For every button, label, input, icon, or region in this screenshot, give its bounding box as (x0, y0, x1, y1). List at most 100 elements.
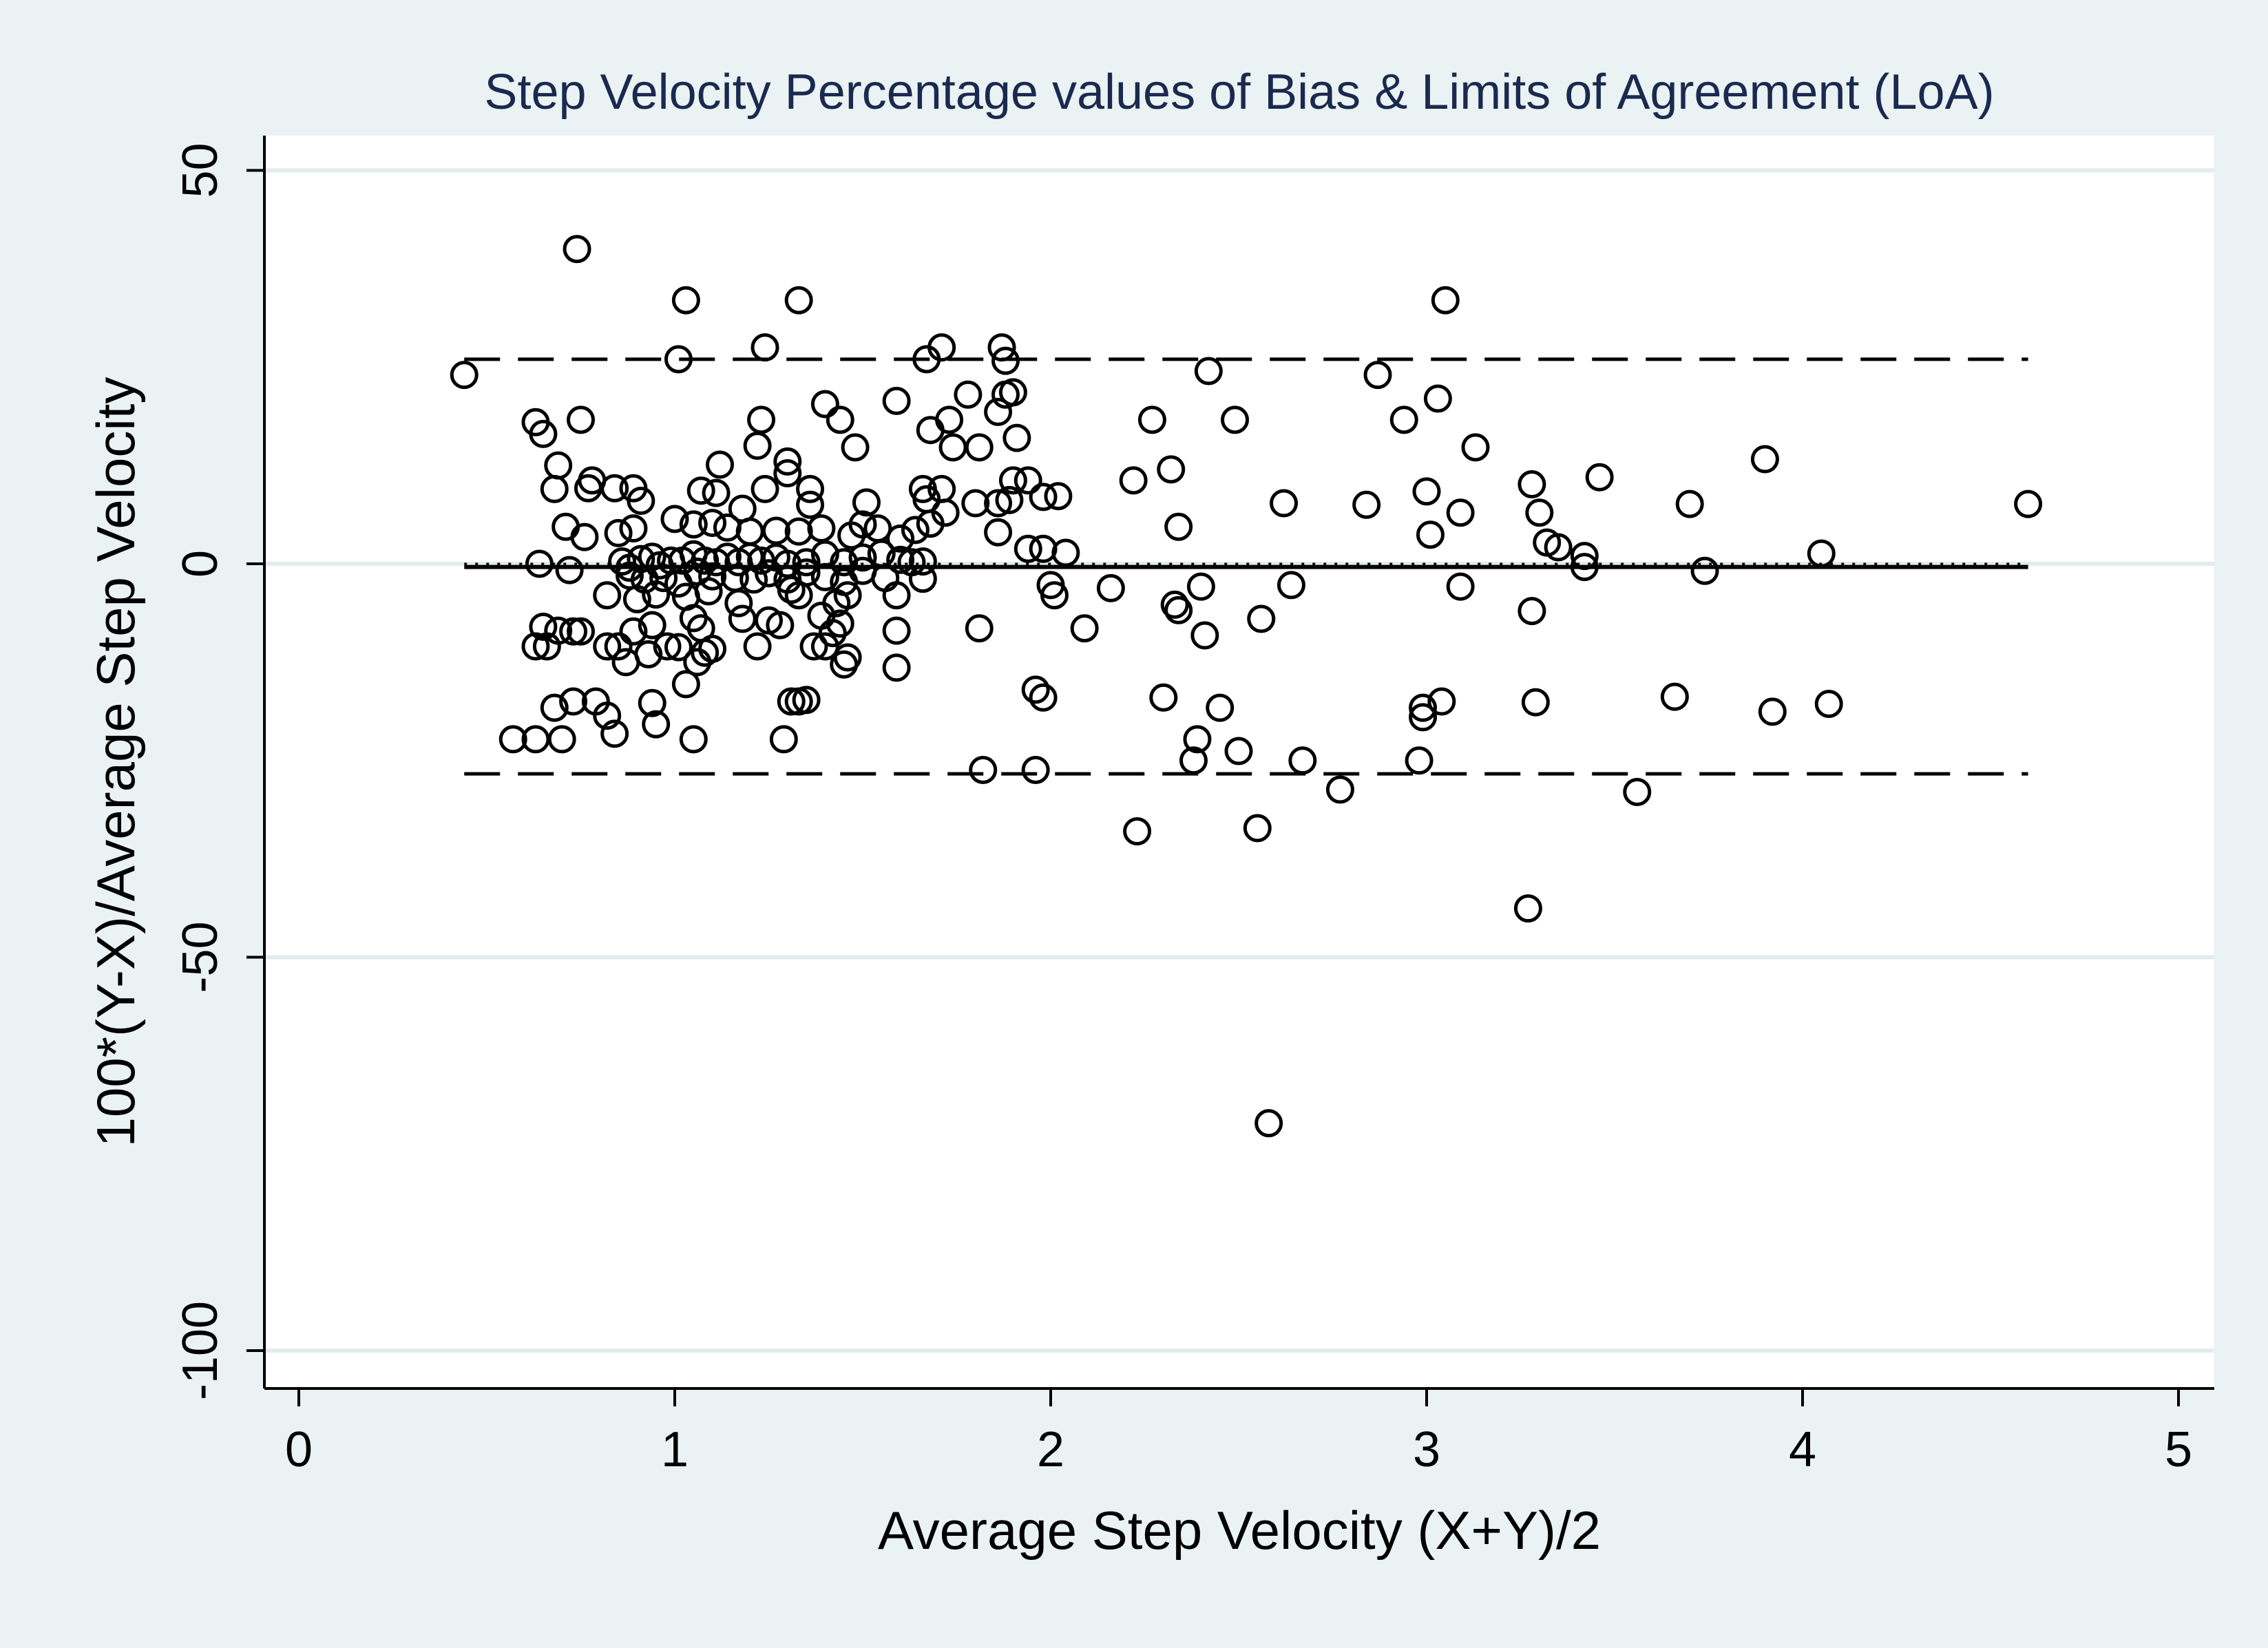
x-tick-label-3: 3 (1413, 1422, 1440, 1477)
data-point-232 (1179, 746, 1208, 775)
data-point-134 (649, 564, 678, 593)
y-tick-label--100: -100 (173, 1301, 228, 1400)
data-point-4 (664, 345, 693, 374)
data-point-36 (938, 433, 967, 462)
data-point-182 (638, 611, 666, 640)
data-point-152 (1446, 572, 1475, 601)
data-point-15 (1137, 405, 1166, 434)
data-point-11 (1363, 361, 1392, 390)
data-point-216 (1029, 683, 1058, 712)
data-point-238 (1325, 775, 1354, 804)
data-point-177 (529, 612, 558, 641)
data-point-237 (1405, 746, 1434, 775)
data-point-160 (784, 581, 813, 610)
data-point-75 (604, 518, 633, 547)
data-point-74 (570, 522, 599, 551)
data-point-16 (1221, 405, 1250, 434)
data-point-212 (777, 687, 806, 716)
data-point-49 (796, 474, 825, 503)
reference-lines (464, 357, 2028, 776)
data-point-218 (1206, 693, 1235, 722)
x-tick-label-2: 2 (1037, 1422, 1064, 1477)
data-point-105 (555, 556, 584, 584)
data-point-215 (1021, 675, 1050, 704)
data-point-151 (1277, 571, 1305, 600)
x-tick-label-0: 0 (285, 1422, 313, 1477)
x-tick-label-1: 1 (661, 1422, 689, 1477)
data-point-55 (984, 489, 1013, 518)
data-point-7 (927, 333, 956, 362)
data-point-199 (743, 632, 772, 661)
data-point-163 (882, 581, 911, 610)
data-point-230 (769, 725, 798, 754)
data-point-204 (882, 653, 911, 682)
data-point-35 (1002, 423, 1031, 452)
data-point-181 (619, 617, 648, 646)
data-point-147 (908, 564, 937, 593)
data-point-229 (679, 725, 708, 754)
data-point-103 (1029, 534, 1058, 563)
data-point-38 (540, 474, 569, 503)
data-point-154 (622, 584, 651, 613)
y-tick-label-50: 50 (173, 142, 228, 198)
data-point-94 (1416, 520, 1445, 549)
x-axis-title: Average Step Velocity (X+Y)/2 (878, 1500, 1601, 1561)
data-point-175 (818, 619, 847, 648)
data-point-139 (739, 565, 768, 594)
data-point-71 (796, 490, 825, 519)
data-point-165 (1160, 590, 1189, 619)
data-point-83 (784, 517, 813, 546)
data-point-18 (1750, 445, 1779, 474)
data-point-65 (1412, 477, 1441, 506)
data-point-13 (1423, 384, 1452, 413)
data-point-77 (660, 505, 689, 534)
data-point-8 (987, 333, 1016, 362)
data-point-189 (593, 632, 622, 661)
data-point-125 (848, 543, 877, 572)
data-point-93 (1164, 512, 1193, 541)
data-point-172 (766, 611, 795, 640)
data-point-211 (642, 710, 671, 739)
data-point-179 (559, 617, 588, 646)
data-point-89 (901, 516, 930, 545)
y-axis-title: 100*(Y-X)/Average Step Velocity (85, 377, 146, 1148)
data-point-5 (750, 333, 779, 362)
data-point-91 (931, 498, 960, 527)
data-point-183 (965, 614, 994, 643)
data-point-76 (619, 514, 648, 543)
data-point-96 (1525, 498, 1554, 527)
data-point-123 (810, 540, 839, 569)
data-point-43 (627, 487, 655, 516)
data-point-201 (810, 632, 839, 661)
data-point-223 (1660, 682, 1689, 711)
data-point-193 (653, 632, 682, 661)
data-point-48 (773, 459, 802, 488)
data-point-21 (567, 405, 595, 434)
data-point-176 (882, 616, 911, 645)
data-point-241 (1243, 814, 1272, 843)
data-point-2 (671, 286, 700, 315)
data-point-34 (998, 378, 1027, 407)
data-point-242 (1513, 894, 1542, 923)
ticks: 50 0 -50 -100 0 1 2 3 4 5 (173, 142, 2192, 1477)
y-tick-label-0: 0 (173, 550, 228, 578)
data-point-164 (1040, 581, 1069, 610)
data-point-234 (969, 755, 998, 784)
data-point-200 (799, 632, 828, 661)
data-point-59 (1029, 483, 1058, 511)
data-point-130 (1570, 553, 1599, 582)
data-point-143 (810, 562, 839, 591)
data-point-62 (1157, 455, 1186, 484)
y-tick-label--50: -50 (173, 921, 228, 993)
data-point-174 (826, 609, 854, 638)
data-point-131 (1690, 556, 1719, 585)
data-point-243 (1254, 1109, 1283, 1138)
data-point-29 (935, 405, 964, 434)
data-point-20 (529, 419, 558, 448)
data-point-57 (998, 466, 1027, 495)
data-point-61 (1119, 466, 1148, 495)
data-point-46 (702, 478, 731, 507)
data-point-60 (1044, 482, 1073, 511)
data-point-66 (1518, 470, 1546, 499)
